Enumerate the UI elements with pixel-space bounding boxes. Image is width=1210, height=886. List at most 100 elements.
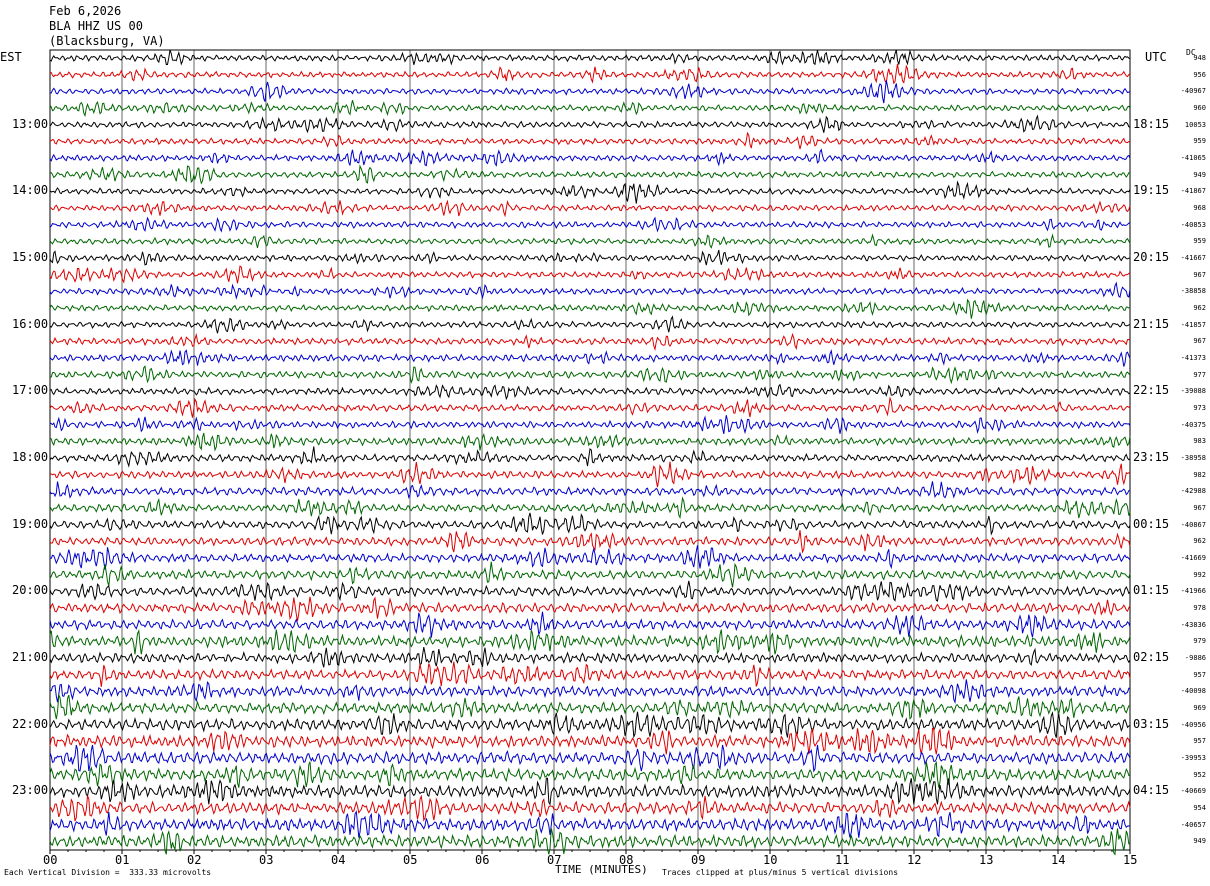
trace-row bbox=[49, 349, 1131, 367]
dc-offset-label: -40853 bbox=[1180, 220, 1206, 229]
right-hour-label: 01:15 bbox=[1133, 583, 1170, 598]
left-hour-label: 15:00 bbox=[12, 250, 49, 264]
left-hour-label: 21:00 bbox=[12, 650, 49, 664]
trace-row bbox=[49, 114, 1131, 134]
trace-row bbox=[49, 446, 1131, 468]
trace-row bbox=[49, 461, 1131, 488]
dc-offset-label: 969 bbox=[1193, 704, 1206, 712]
trace-row bbox=[49, 80, 1131, 104]
right-hour-label: 18:15 bbox=[1133, 116, 1170, 131]
dc-offset-label: -40967 bbox=[1180, 87, 1206, 96]
trace-row bbox=[49, 63, 1131, 85]
dc-offset-label: 962 bbox=[1193, 537, 1206, 546]
trace-row bbox=[49, 727, 1131, 755]
dc-offset-label: -38958 bbox=[1180, 454, 1206, 462]
trace-row bbox=[49, 777, 1131, 806]
dc-offset-label: 982 bbox=[1193, 470, 1206, 479]
x-tick-label: 12 bbox=[907, 853, 922, 867]
dc-offset-label: 952 bbox=[1193, 770, 1206, 779]
dc-offset-label: -41065 bbox=[1180, 154, 1206, 162]
x-tick-label: 14 bbox=[1051, 853, 1066, 867]
trace-row bbox=[49, 794, 1131, 822]
dc-offset-label: 992 bbox=[1193, 570, 1206, 579]
right-hour-label: 04:15 bbox=[1133, 783, 1170, 798]
x-tick-label: 07 bbox=[547, 853, 562, 867]
dc-offset-label: -40867 bbox=[1180, 520, 1206, 529]
dc-offset-label: 979 bbox=[1193, 637, 1206, 646]
seismic-traces bbox=[49, 49, 1131, 856]
trace-row bbox=[49, 249, 1131, 266]
dc-offset-label: 977 bbox=[1193, 370, 1206, 379]
dc-offset-label: 973 bbox=[1193, 404, 1206, 412]
left-hour-label: 19:00 bbox=[12, 516, 49, 531]
trace-row bbox=[49, 629, 1131, 655]
right-hour-label: 19:15 bbox=[1133, 183, 1170, 198]
dc-offset-label: 959 bbox=[1193, 237, 1206, 246]
x-tick-label: 03 bbox=[259, 853, 274, 867]
trace-row bbox=[49, 298, 1131, 319]
trace-row bbox=[49, 49, 1131, 66]
trace-row bbox=[49, 530, 1131, 554]
x-tick-label: 15 bbox=[1123, 853, 1138, 867]
dc-offset-label: 967 bbox=[1193, 337, 1206, 346]
trace-row bbox=[49, 180, 1131, 204]
dc-offset-label: 948 bbox=[1193, 54, 1206, 62]
dc-offset-label: -41867 bbox=[1180, 187, 1206, 196]
x-tick-label: 02 bbox=[187, 853, 202, 867]
trace-row bbox=[49, 131, 1131, 150]
dc-offset-label: 962 bbox=[1193, 304, 1206, 312]
trace-row bbox=[49, 828, 1131, 856]
dc-offset-label: -41667 bbox=[1180, 254, 1206, 262]
trace-row bbox=[49, 647, 1131, 668]
right-hour-label: 23:15 bbox=[1133, 450, 1170, 464]
trace-row bbox=[49, 611, 1131, 638]
trace-row bbox=[49, 281, 1131, 300]
trace-row bbox=[49, 744, 1131, 773]
left-hour-label: 13:00 bbox=[12, 116, 49, 131]
trace-row bbox=[49, 432, 1131, 452]
plot-date: Feb 6,2026 bbox=[49, 4, 122, 18]
dc-offset-label: -41966 bbox=[1180, 587, 1206, 596]
dc-offset-label: 957 bbox=[1193, 670, 1206, 679]
left-hour-label: 16:00 bbox=[12, 316, 49, 331]
left-hour-label: 23:00 bbox=[12, 783, 49, 798]
x-tick-label: 06 bbox=[475, 853, 490, 867]
dc-offset-label: -38858 bbox=[1180, 287, 1206, 296]
x-tick-label: 13 bbox=[979, 853, 994, 867]
dc-offset-label: -41373 bbox=[1180, 354, 1206, 362]
dc-offset-label: -40657 bbox=[1180, 820, 1206, 829]
trace-row bbox=[49, 661, 1131, 687]
left-hour-label: 18:00 bbox=[12, 450, 49, 464]
trace-row bbox=[50, 365, 1131, 385]
dc-offset-label: 959 bbox=[1193, 137, 1206, 146]
dc-offset-label: 967 bbox=[1193, 270, 1206, 279]
right-hour-label: 02:15 bbox=[1133, 650, 1170, 664]
minute-gridlines bbox=[49, 50, 1131, 850]
left-hour-label: 14:00 bbox=[12, 183, 49, 198]
dc-column-label: DC bbox=[1186, 48, 1196, 57]
trace-row bbox=[49, 810, 1131, 838]
trace-row bbox=[49, 580, 1131, 602]
dc-offset-label: -42988 bbox=[1180, 487, 1206, 496]
right-hour-label: 21:15 bbox=[1133, 316, 1170, 331]
dc-offset-label: 10053 bbox=[1184, 120, 1206, 129]
x-tick-label: 01 bbox=[115, 853, 130, 867]
dc-offset-label: -40375 bbox=[1180, 420, 1206, 429]
dc-offset-label: 960 bbox=[1193, 104, 1206, 112]
dc-offset-label: 967 bbox=[1193, 504, 1206, 512]
trace-row bbox=[49, 693, 1131, 720]
right-timezone-label: UTC bbox=[1145, 50, 1167, 64]
dc-offset-label: -9886 bbox=[1184, 654, 1206, 662]
dc-offset-label: -43836 bbox=[1180, 620, 1206, 629]
right-hour-label: 03:15 bbox=[1133, 716, 1170, 731]
trace-row bbox=[49, 679, 1131, 705]
left-hour-label: 20:00 bbox=[12, 583, 49, 598]
dc-offset-label: -40098 bbox=[1180, 687, 1206, 696]
trace-row bbox=[49, 164, 1130, 185]
x-tick-label: 10 bbox=[763, 853, 778, 867]
dc-offset-label: -41669 bbox=[1180, 554, 1206, 562]
trace-row bbox=[49, 396, 1131, 418]
x-axis-title: TIME (MINUTES) bbox=[555, 863, 648, 876]
trace-row bbox=[49, 561, 1131, 588]
